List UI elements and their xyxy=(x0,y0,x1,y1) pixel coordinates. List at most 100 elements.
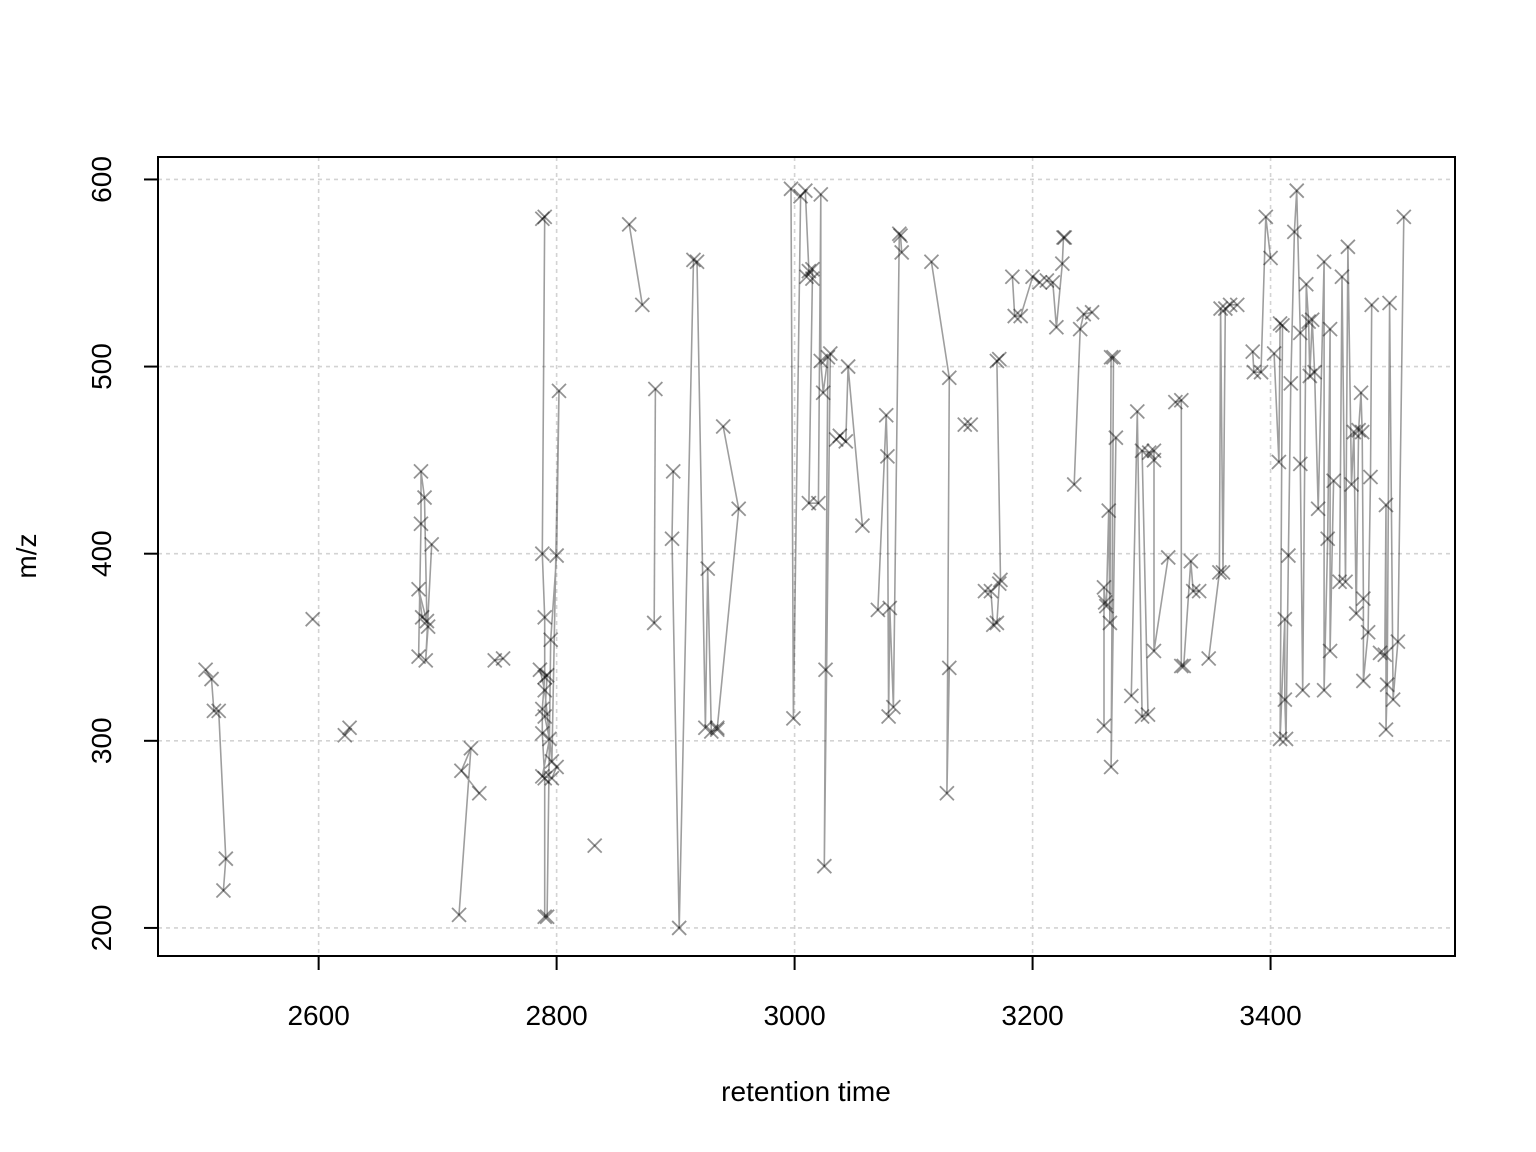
y-tick-label: 600 xyxy=(86,156,117,203)
data-point xyxy=(804,270,821,287)
data-point xyxy=(977,583,993,599)
feature-connector-line xyxy=(494,657,504,662)
data-point xyxy=(715,418,731,435)
data-point xyxy=(1280,547,1297,564)
data-point xyxy=(1331,574,1348,590)
feature-connector-line xyxy=(417,471,433,661)
data-point xyxy=(1298,276,1314,292)
data-point xyxy=(854,517,871,534)
data-point xyxy=(410,648,427,665)
data-point xyxy=(471,785,487,801)
feature-group xyxy=(1167,392,1207,674)
data-point xyxy=(941,660,957,676)
data-point xyxy=(1185,583,1201,599)
data-point xyxy=(1215,564,1231,581)
data-point xyxy=(941,370,957,386)
data-point xyxy=(1097,594,1113,610)
data-point xyxy=(991,575,1007,592)
data-point xyxy=(1084,304,1100,320)
y-tick-label: 400 xyxy=(86,530,117,577)
data-point xyxy=(1274,317,1291,334)
feature-group xyxy=(1066,304,1100,493)
grid-lines xyxy=(158,157,1455,956)
data-point xyxy=(1191,583,1207,599)
data-point xyxy=(1310,501,1326,517)
data-point xyxy=(206,703,222,719)
feature-connector-line xyxy=(1379,216,1405,730)
feature-group xyxy=(1201,297,1245,667)
feature-group xyxy=(587,837,603,854)
data-point xyxy=(1343,476,1360,493)
data-point xyxy=(537,669,553,685)
data-point xyxy=(1211,564,1228,581)
data-point xyxy=(1292,456,1308,472)
data-point xyxy=(532,662,548,678)
data-point xyxy=(785,710,802,726)
data-point xyxy=(413,516,429,532)
data-point xyxy=(1048,319,1065,335)
data-point xyxy=(665,463,681,479)
data-point xyxy=(1362,469,1379,485)
data-point xyxy=(939,785,955,801)
data-point xyxy=(816,858,832,874)
data-point xyxy=(420,619,436,635)
data-point xyxy=(815,385,831,401)
data-point xyxy=(1292,325,1308,341)
data-point xyxy=(1346,424,1362,440)
data-point xyxy=(534,211,550,227)
data-point xyxy=(878,407,894,423)
data-point xyxy=(1277,611,1293,627)
data-point xyxy=(1140,706,1156,723)
data-point xyxy=(1355,590,1372,607)
data-point xyxy=(337,727,353,743)
x-tick-label: 3200 xyxy=(1001,1000,1063,1031)
data-point xyxy=(1045,274,1061,291)
data-point xyxy=(1039,272,1055,289)
data-point xyxy=(1325,473,1342,489)
feature-group xyxy=(487,650,511,668)
data-point xyxy=(810,495,827,511)
feature-connector-line xyxy=(985,358,1002,627)
data-point xyxy=(413,463,429,479)
data-point xyxy=(1320,531,1336,547)
data-point xyxy=(792,188,809,204)
data-point xyxy=(537,770,553,786)
data-point xyxy=(870,602,886,618)
data-point xyxy=(647,381,664,397)
feature-group xyxy=(923,254,957,801)
x-tick-label: 2600 xyxy=(287,1000,349,1031)
feature-group xyxy=(1331,239,1380,689)
data-point xyxy=(1103,349,1119,365)
data-point xyxy=(1364,297,1380,313)
feature-group xyxy=(664,252,725,936)
data-point xyxy=(1057,229,1073,246)
data-point xyxy=(544,770,560,786)
data-point xyxy=(548,547,565,564)
data-point xyxy=(801,495,817,511)
data-point xyxy=(410,581,427,597)
feature-group xyxy=(646,381,664,631)
data-point xyxy=(1183,553,1199,569)
x-axis-title: retention time xyxy=(721,1076,891,1107)
feature-group xyxy=(451,740,487,923)
plot-frame xyxy=(157,156,1456,957)
data-point xyxy=(543,632,559,648)
data-point xyxy=(1278,731,1294,747)
x-tick-label: 3000 xyxy=(763,1000,825,1031)
data-point xyxy=(548,759,565,775)
data-point xyxy=(1146,452,1162,468)
feature-group xyxy=(709,418,747,736)
data-point xyxy=(731,501,747,517)
data-point xyxy=(495,650,511,667)
data-point xyxy=(685,252,702,268)
x-tick-label: 2800 xyxy=(525,1000,587,1031)
data-point xyxy=(671,920,687,936)
data-point xyxy=(820,349,836,365)
data-point xyxy=(1245,343,1261,360)
feature-connector-line xyxy=(790,188,832,867)
data-point xyxy=(989,353,1005,369)
feature-connector-line xyxy=(628,224,644,305)
feature-connector-line xyxy=(1011,275,1041,317)
data-point xyxy=(587,837,603,854)
data-point xyxy=(1173,658,1189,674)
